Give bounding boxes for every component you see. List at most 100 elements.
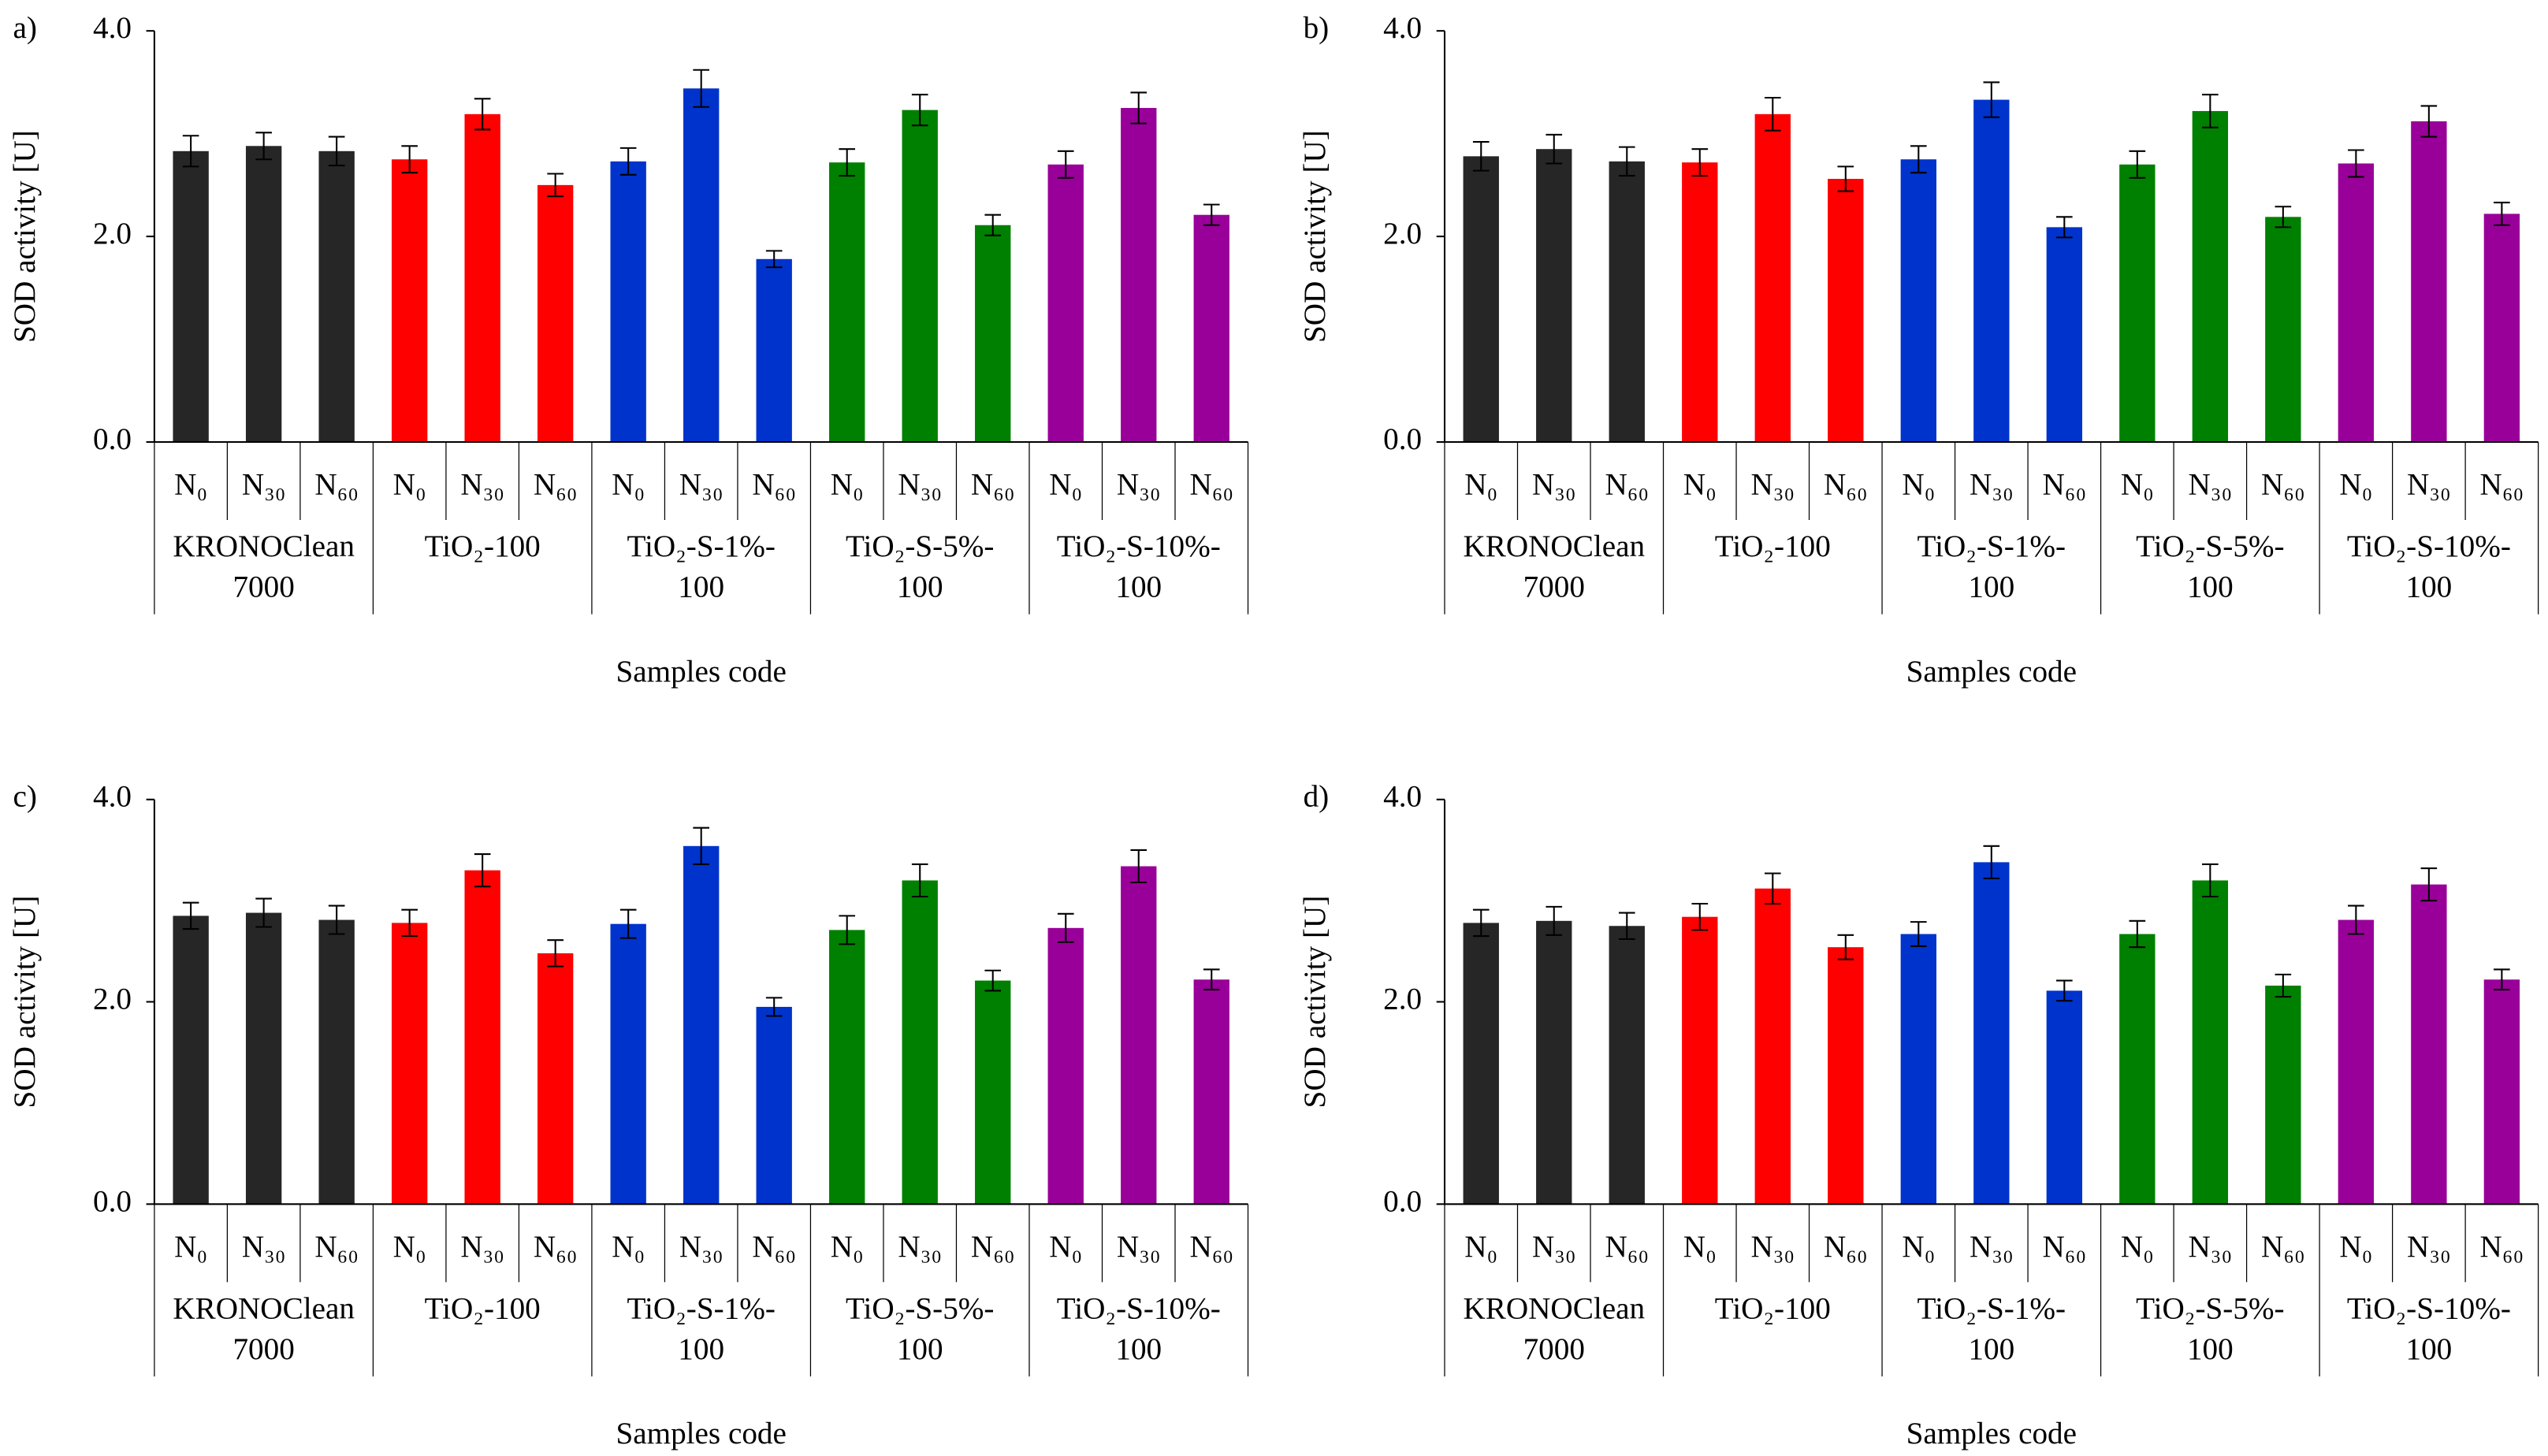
x-tick-label: N₃₀ [460, 1230, 504, 1264]
bar [975, 980, 1011, 1205]
bar [1609, 926, 1645, 1205]
x-axis-label: Samples code [616, 1417, 786, 1450]
y-tick-label: 4.0 [93, 11, 132, 45]
x-tick-label: N₆₀ [2261, 468, 2305, 502]
group-label: TiO₂-S-5%- [2136, 1291, 2284, 1325]
bar [2046, 227, 2083, 442]
x-tick-label: N₆₀ [971, 1230, 1015, 1264]
x-tick-label: N₃₀ [1970, 1230, 2014, 1264]
x-tick-label: N₆₀ [2261, 1230, 2305, 1264]
x-tick-label: N₀ [1902, 468, 1935, 502]
x-tick-label: N₃₀ [1750, 468, 1795, 502]
bar [245, 912, 282, 1205]
bar [756, 1006, 792, 1205]
x-tick-label: N₃₀ [679, 468, 723, 502]
group-label: TiO₂-S-1%- [627, 529, 775, 563]
bar [1193, 214, 1229, 442]
x-tick-label: N₃₀ [2407, 1230, 2451, 1264]
x-tick-label: N₃₀ [242, 468, 286, 502]
group-label: TiO₂-S-10%- [2347, 529, 2511, 563]
group-label: TiO₂-100 [425, 1291, 541, 1325]
x-tick-label: N₀ [612, 1230, 645, 1264]
x-tick-label: N₆₀ [534, 1230, 578, 1264]
panel-label: d) [1304, 780, 1330, 814]
group-label: 100 [2187, 1332, 2234, 1366]
bar [1463, 156, 1499, 442]
group-label: TiO₂-100 [1715, 1291, 1831, 1325]
bar [1828, 179, 1864, 442]
x-tick-label: N₀ [1683, 468, 1717, 502]
y-tick-label: 0.0 [93, 1184, 132, 1218]
y-tick-label: 4.0 [1383, 780, 1422, 814]
bar [173, 916, 209, 1205]
x-tick-label: N₆₀ [314, 468, 359, 502]
x-tick-label: N₃₀ [2189, 468, 2233, 502]
bar [2265, 985, 2301, 1205]
panel-label: c) [13, 780, 36, 814]
x-tick-label: N₆₀ [1824, 1230, 1868, 1264]
x-tick-label: N₃₀ [1117, 468, 1161, 502]
x-tick-label: N₃₀ [679, 1230, 723, 1264]
x-tick-label: N₃₀ [898, 1230, 942, 1264]
bar [464, 113, 500, 442]
group-label: KRONOClean [1463, 1291, 1645, 1325]
bar [2483, 979, 2520, 1205]
bar [975, 225, 1011, 442]
panel-label: b) [1304, 11, 1330, 45]
bar [1536, 920, 1572, 1205]
bar [2046, 990, 2083, 1205]
bar [829, 930, 865, 1205]
y-axis-label: SOD activity [U] [1298, 130, 1332, 343]
y-axis-label: SOD activity [U] [8, 130, 42, 343]
y-tick-label: 2.0 [1383, 217, 1422, 251]
x-tick-label: N₀ [1049, 468, 1082, 502]
group-label: TiO₂-S-1%- [1918, 529, 2066, 563]
y-axis-label: SOD activity [U] [8, 896, 42, 1109]
bar [2265, 217, 2301, 442]
bar [1682, 162, 1718, 443]
group-label: KRONOClean [1463, 529, 1645, 563]
x-tick-label: N₀ [1049, 1230, 1082, 1264]
x-tick-label: N₆₀ [2043, 1230, 2087, 1264]
x-tick-label: N₀ [831, 1230, 864, 1264]
x-tick-label: N₃₀ [2189, 1230, 2233, 1264]
y-tick-label: 2.0 [93, 217, 132, 251]
group-label: 100 [1115, 570, 1162, 604]
bar [173, 150, 209, 442]
x-tick-label: N₃₀ [1532, 468, 1576, 502]
group-label: 7000 [1523, 570, 1585, 604]
x-tick-label: N₆₀ [752, 1230, 796, 1264]
bar [1463, 923, 1499, 1205]
x-axis-label: Samples code [1906, 1417, 2077, 1450]
x-tick-label: N₃₀ [2407, 468, 2451, 502]
panel-label: a) [13, 11, 36, 45]
y-tick-label: 4.0 [93, 780, 132, 814]
bar [1973, 99, 2010, 442]
y-tick-label: 2.0 [1383, 982, 1422, 1016]
bar [902, 880, 938, 1205]
x-tick-label: N₆₀ [1605, 468, 1649, 502]
y-tick-label: 2.0 [93, 982, 132, 1016]
x-tick-label: N₆₀ [1189, 1230, 1233, 1264]
bar [1754, 113, 1791, 442]
x-tick-label: N₃₀ [1750, 1230, 1795, 1264]
group-label: 7000 [1523, 1332, 1585, 1366]
bar [391, 159, 428, 442]
group-label: TiO₂-S-5%- [846, 1291, 994, 1325]
x-tick-label: N₃₀ [898, 468, 942, 502]
bar [2411, 121, 2447, 442]
bar [245, 146, 282, 443]
bar [1121, 866, 1157, 1205]
group-label: KRONOClean [173, 1291, 355, 1325]
bar [1193, 979, 1229, 1205]
bar [2338, 163, 2375, 442]
bar [318, 150, 355, 442]
bar [2411, 884, 2447, 1205]
x-tick-label: N₀ [2339, 1230, 2372, 1264]
x-tick-label: N₀ [831, 468, 864, 502]
x-axis-label: Samples code [1906, 655, 2077, 689]
group-label: TiO₂-S-10%- [2347, 1291, 2511, 1325]
bar [1973, 862, 2010, 1205]
bar [1900, 159, 1936, 442]
bar [2192, 880, 2229, 1205]
